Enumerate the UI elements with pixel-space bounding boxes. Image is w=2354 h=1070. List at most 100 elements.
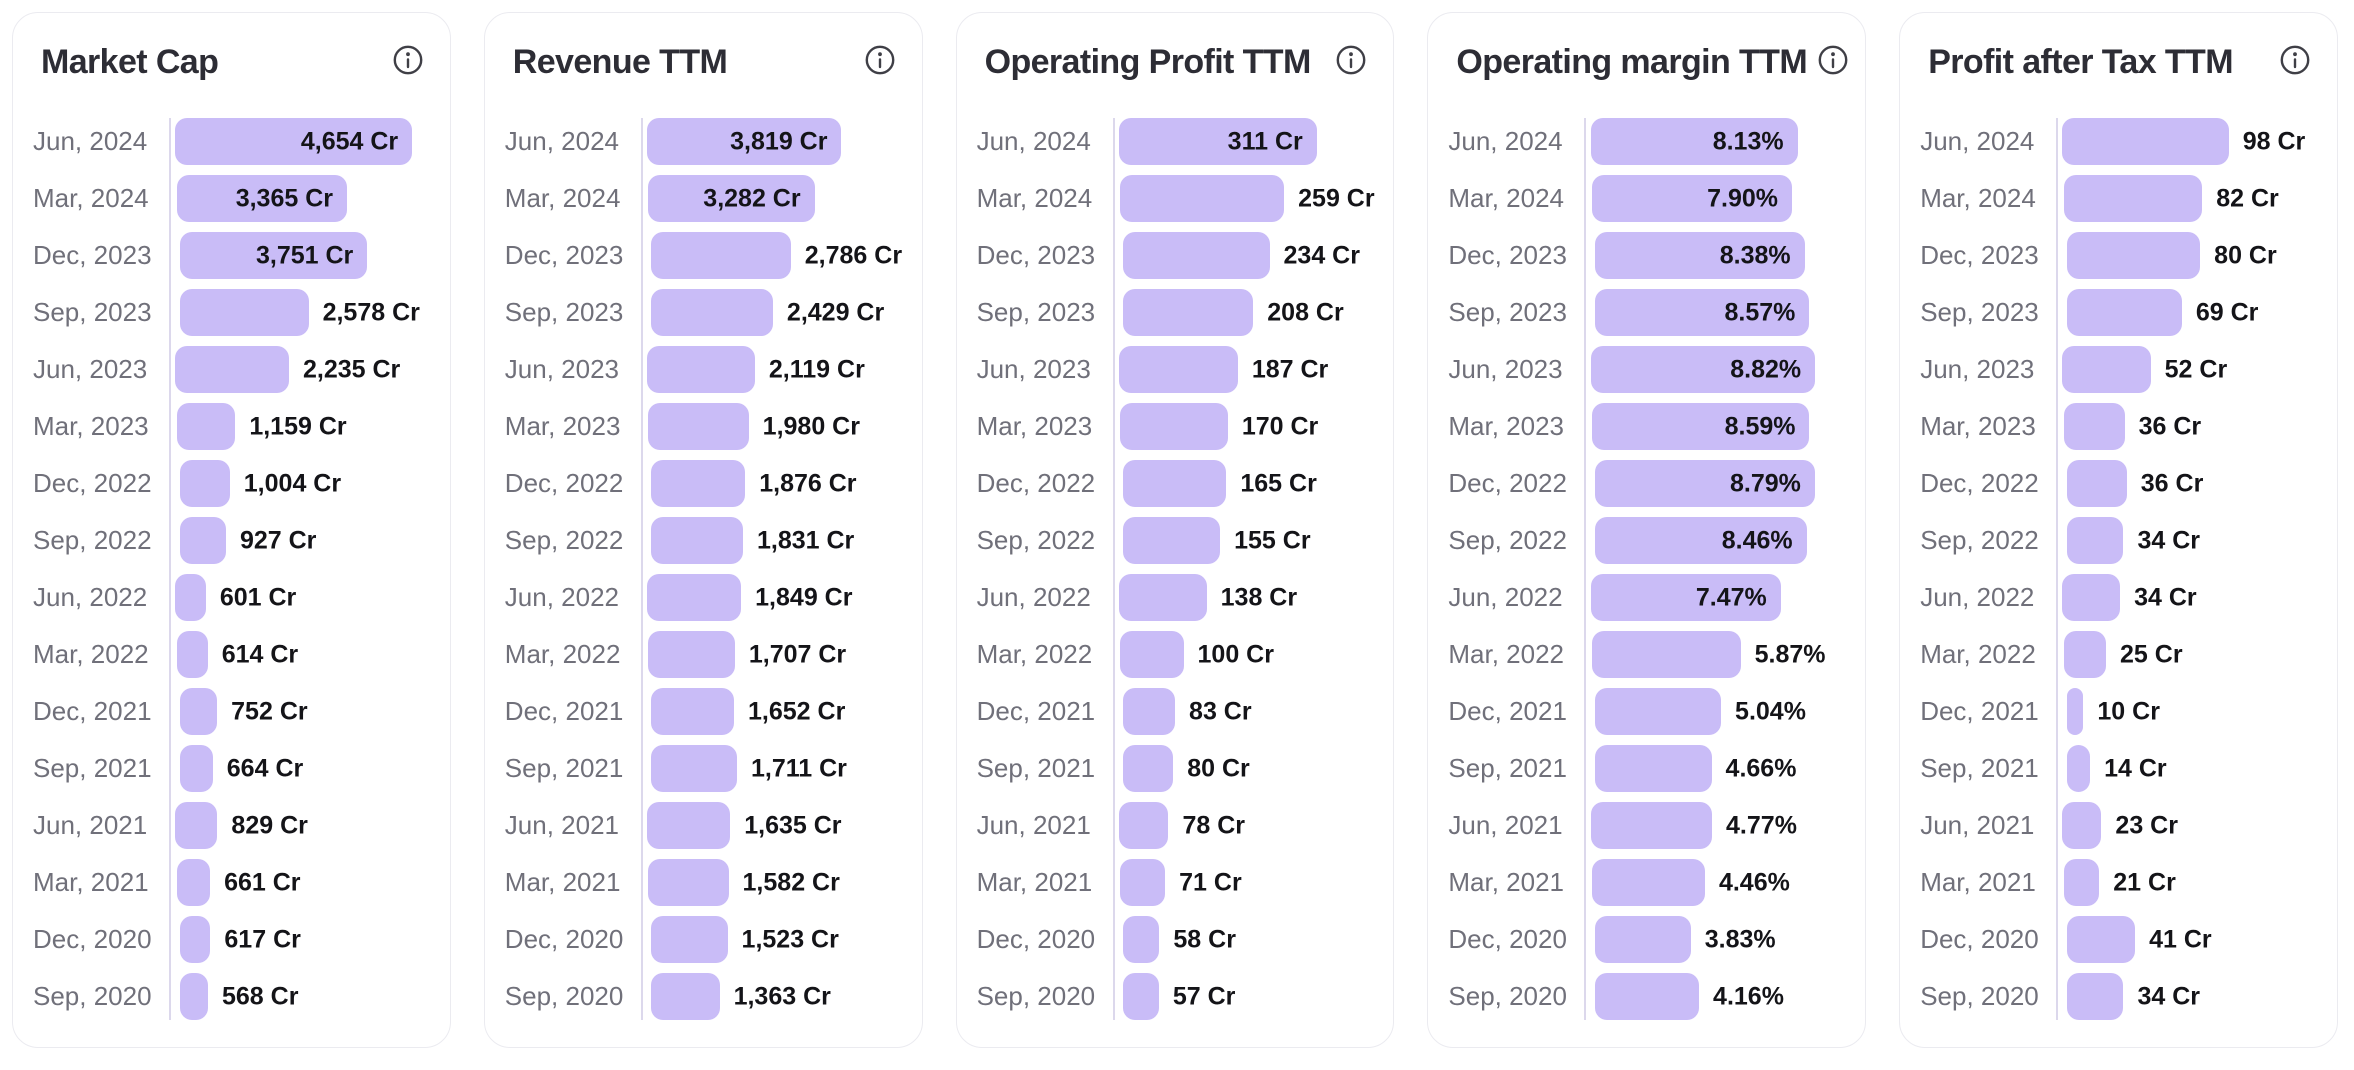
bar[interactable] — [179, 688, 218, 735]
bar[interactable] — [1123, 745, 1174, 792]
bar[interactable] — [1120, 403, 1228, 450]
bar[interactable] — [2063, 175, 2203, 222]
bar[interactable] — [1594, 916, 1691, 963]
bar[interactable] — [651, 916, 728, 963]
chart-row: Mar, 2021 71 Cr — [977, 859, 1374, 906]
bar[interactable] — [2066, 460, 2127, 507]
bar[interactable] — [179, 973, 208, 1020]
bar[interactable] — [2066, 232, 2201, 279]
info-icon[interactable] — [864, 44, 896, 81]
bar[interactable] — [1592, 631, 1741, 678]
bar[interactable] — [2066, 688, 2084, 735]
value-label: 8.57% — [1724, 298, 1796, 326]
bar[interactable] — [179, 745, 213, 792]
bar[interactable] — [176, 859, 211, 906]
bar[interactable] — [1123, 232, 1270, 279]
bar[interactable] — [1594, 517, 1807, 564]
bar[interactable] — [1123, 916, 1160, 963]
bar[interactable] — [2062, 118, 2229, 165]
bar[interactable] — [651, 688, 735, 735]
bar[interactable] — [648, 859, 729, 906]
bar[interactable] — [1590, 346, 1816, 393]
bar[interactable] — [1594, 688, 1722, 735]
bar[interactable] — [2066, 973, 2124, 1020]
category-label: Mar, 2022 — [504, 639, 621, 669]
bar[interactable] — [2066, 517, 2124, 564]
bar[interactable] — [651, 460, 746, 507]
bar[interactable] — [1590, 118, 1798, 165]
bar[interactable] — [176, 631, 208, 678]
bar[interactable] — [1120, 175, 1285, 222]
bar[interactable] — [648, 403, 749, 450]
bar[interactable] — [2066, 745, 2091, 792]
bar[interactable] — [2062, 346, 2151, 393]
bar[interactable] — [1594, 289, 1810, 336]
info-icon[interactable] — [392, 44, 424, 81]
bar[interactable] — [647, 802, 731, 849]
bar[interactable] — [1120, 631, 1184, 678]
plot-area: 8.57% — [1594, 289, 1845, 336]
bar[interactable] — [651, 289, 773, 336]
bar[interactable] — [176, 403, 236, 450]
bar[interactable] — [651, 745, 737, 792]
bar[interactable] — [1123, 289, 1254, 336]
category-label: Sep, 2020 — [1448, 981, 1567, 1011]
bar[interactable] — [651, 232, 791, 279]
bar[interactable] — [175, 118, 413, 165]
info-icon[interactable] — [1817, 44, 1849, 81]
bar[interactable] — [1594, 973, 1700, 1020]
bar[interactable] — [2066, 916, 2136, 963]
bar[interactable] — [176, 175, 347, 222]
bar[interactable] — [1594, 460, 1815, 507]
bar[interactable] — [2063, 403, 2125, 450]
bar[interactable] — [651, 517, 743, 564]
bar[interactable] — [1118, 802, 1169, 849]
bar[interactable] — [648, 175, 815, 222]
bar[interactable] — [651, 973, 720, 1020]
bar[interactable] — [1118, 574, 1207, 621]
bar[interactable] — [179, 916, 211, 963]
bar[interactable] — [175, 802, 218, 849]
bar[interactable] — [1594, 232, 1805, 279]
bar[interactable] — [175, 574, 206, 621]
value-label: 664 Cr — [226, 754, 304, 782]
bar[interactable] — [179, 289, 309, 336]
bar[interactable] — [648, 631, 735, 678]
info-icon[interactable] — [2279, 44, 2311, 81]
bar[interactable] — [2063, 631, 2107, 678]
chart-row: Jun, 2024 98 Cr — [1920, 118, 2317, 165]
bar[interactable] — [1123, 517, 1221, 564]
bar[interactable] — [179, 517, 226, 564]
bar[interactable] — [175, 346, 289, 393]
value-label: 4.16% — [1713, 982, 1784, 1010]
bar[interactable] — [1123, 460, 1227, 507]
bar[interactable] — [2066, 289, 2182, 336]
bar[interactable] — [647, 574, 742, 621]
bar[interactable] — [179, 232, 368, 279]
bar[interactable] — [647, 346, 755, 393]
bar[interactable] — [2062, 574, 2121, 621]
plot-area: 8.13% — [1590, 118, 1846, 165]
bar[interactable] — [1590, 802, 1713, 849]
bar[interactable] — [1594, 745, 1712, 792]
bar[interactable] — [1592, 859, 1705, 906]
bar[interactable] — [1123, 688, 1176, 735]
category-label: Dec, 2020 — [33, 924, 152, 954]
bar[interactable] — [2063, 859, 2100, 906]
bar[interactable] — [1590, 574, 1781, 621]
bar[interactable] — [1120, 859, 1166, 906]
plot-area: 78 Cr — [1118, 802, 1374, 849]
bar[interactable] — [1118, 346, 1238, 393]
info-icon[interactable] — [1335, 44, 1367, 81]
bar[interactable] — [1118, 118, 1317, 165]
value-label: 1,159 Cr — [249, 412, 347, 440]
bar[interactable] — [1592, 175, 1793, 222]
plot-area: 1,652 Cr — [651, 688, 901, 735]
bar[interactable] — [2062, 802, 2102, 849]
bar[interactable] — [1592, 403, 1810, 450]
bar[interactable] — [1123, 973, 1159, 1020]
bar[interactable] — [647, 118, 842, 165]
chart-row: Dec, 2022 1,876 Cr — [505, 460, 902, 507]
value-label: 170 Cr — [1241, 412, 1319, 440]
bar[interactable] — [179, 460, 230, 507]
